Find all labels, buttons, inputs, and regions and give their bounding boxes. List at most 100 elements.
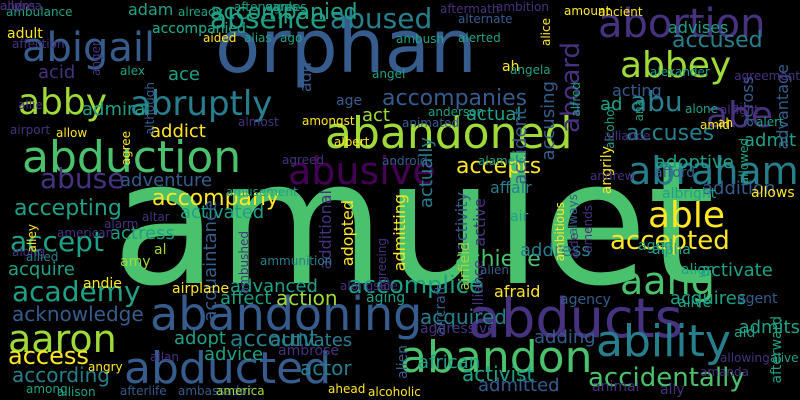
cloud-word: african [418, 352, 481, 373]
cloud-word: activist [462, 362, 535, 386]
cloud-word: abe [706, 95, 774, 136]
cloud-word: ad [600, 94, 623, 115]
cloud-word: ambassador [178, 384, 252, 398]
cloud-word: abigail [22, 25, 156, 71]
cloud-word: among [26, 382, 68, 396]
cloud-word: always [566, 194, 580, 236]
cloud-word: along [12, 245, 46, 259]
cloud-word: ambition [496, 0, 549, 14]
cloud-word: acid [38, 62, 76, 83]
cloud-word: adventure [120, 170, 213, 191]
cloud-word: academy [12, 275, 141, 308]
cloud-word: addict [150, 121, 206, 142]
cloud-word: alarm [104, 217, 139, 231]
cloud-word: amount [564, 4, 611, 18]
cloud-word: acquaintance [200, 200, 221, 322]
cloud-word: ally [0, 0, 22, 13]
cloud-word: ambulance [6, 5, 73, 19]
cloud-word: acquires [670, 288, 747, 309]
cloud-word: alert [756, 115, 784, 129]
cloud-word: al [154, 242, 167, 258]
cloud-word: albert [334, 135, 370, 149]
cloud-word: alien [395, 345, 411, 379]
cloud-word: ah [502, 59, 520, 75]
cloud-word: alive [678, 295, 712, 311]
cloud-word: achieve [455, 247, 541, 272]
cloud-word: activated [180, 202, 265, 223]
cloud-word: alongside [340, 279, 398, 293]
cloud-word: already [178, 5, 223, 19]
cloud-word: activate [700, 260, 773, 281]
cloud-word: orphan [215, 4, 477, 90]
cloud-word: acting [612, 81, 662, 100]
cloud-word: abduction [22, 132, 242, 183]
cloud-word: angela [510, 63, 551, 77]
cloud-word: abandon [400, 332, 593, 383]
cloud-word: adding [534, 327, 596, 348]
cloud-word: addition [702, 178, 776, 199]
cloud-word: aging [366, 290, 406, 306]
cloud-word: able [648, 195, 726, 236]
cloud-word: abusive [288, 149, 436, 193]
cloud-word: american [57, 226, 114, 240]
cloud-word: advanced [230, 276, 318, 297]
cloud-word: aang [620, 259, 715, 303]
cloud-word: air [510, 209, 529, 225]
cloud-word: ally [660, 382, 685, 398]
cloud-word: alpha [652, 242, 691, 258]
cloud-word: abruptly [130, 84, 273, 124]
cloud-word: address [520, 240, 591, 261]
cloud-word: acquire [8, 259, 75, 280]
cloud-word: adoptive [655, 152, 734, 173]
cloud-word: airplane [172, 281, 230, 297]
cloud-word: ambush [396, 32, 445, 46]
cloud-word: ace [168, 64, 201, 85]
cloud-word: allison [57, 385, 96, 399]
cloud-word: afford [654, 165, 696, 181]
cloud-word: abraham [628, 149, 799, 193]
cloud-word: alive [770, 351, 799, 365]
cloud-word: angel [372, 67, 406, 81]
cloud-word: allows [751, 185, 795, 201]
cloud-word: abu [630, 85, 683, 118]
cloud-word: aftermath [440, 2, 500, 16]
cloud-word: almost [238, 115, 279, 129]
cloud-word: alamein [478, 154, 527, 168]
cloud-word: aaron [8, 317, 117, 361]
cloud-word: albright [662, 186, 717, 202]
cloud-word: aged [638, 238, 673, 254]
cloud-word: abby [18, 82, 108, 123]
cloud-word: aim [732, 101, 755, 115]
cloud-word: accompanies [382, 86, 528, 111]
cloud-word: acknowledge [12, 302, 144, 326]
cloud-word: ago [280, 31, 303, 45]
cloud-word: anger [89, 41, 103, 76]
cloud-word: allan [150, 350, 179, 364]
cloud-word: admit [744, 130, 797, 151]
cloud-word: ah [718, 116, 733, 130]
cloud-word: accepts [456, 154, 542, 179]
cloud-word: alex [120, 64, 145, 78]
cloud-word: abandoned [325, 108, 573, 159]
cloud-word: access [8, 342, 89, 370]
cloud-word: allie [18, 98, 43, 112]
cloud-word: alright [720, 103, 759, 117]
cloud-word: accompany [152, 186, 279, 211]
cloud-word: aliens [0, 0, 36, 13]
cloud-word: alerted [458, 31, 501, 45]
cloud-word: amanda [700, 365, 749, 379]
cloud-word: abbey [620, 45, 732, 86]
cloud-word: admitting [390, 194, 409, 272]
cloud-word: agency [560, 292, 611, 308]
cloud-word: align [681, 262, 716, 278]
cloud-word: ambushed [237, 231, 251, 295]
cloud-word: actress [110, 223, 175, 244]
cloud-word: alias [244, 31, 272, 45]
cloud-word: account [230, 327, 318, 352]
cloud-word: adult [7, 26, 43, 42]
cloud-word: agreed [282, 153, 325, 167]
cloud-word: ancient [598, 5, 643, 19]
cloud-word: abducted [124, 343, 332, 394]
cloud-word: agreeing [375, 238, 389, 291]
